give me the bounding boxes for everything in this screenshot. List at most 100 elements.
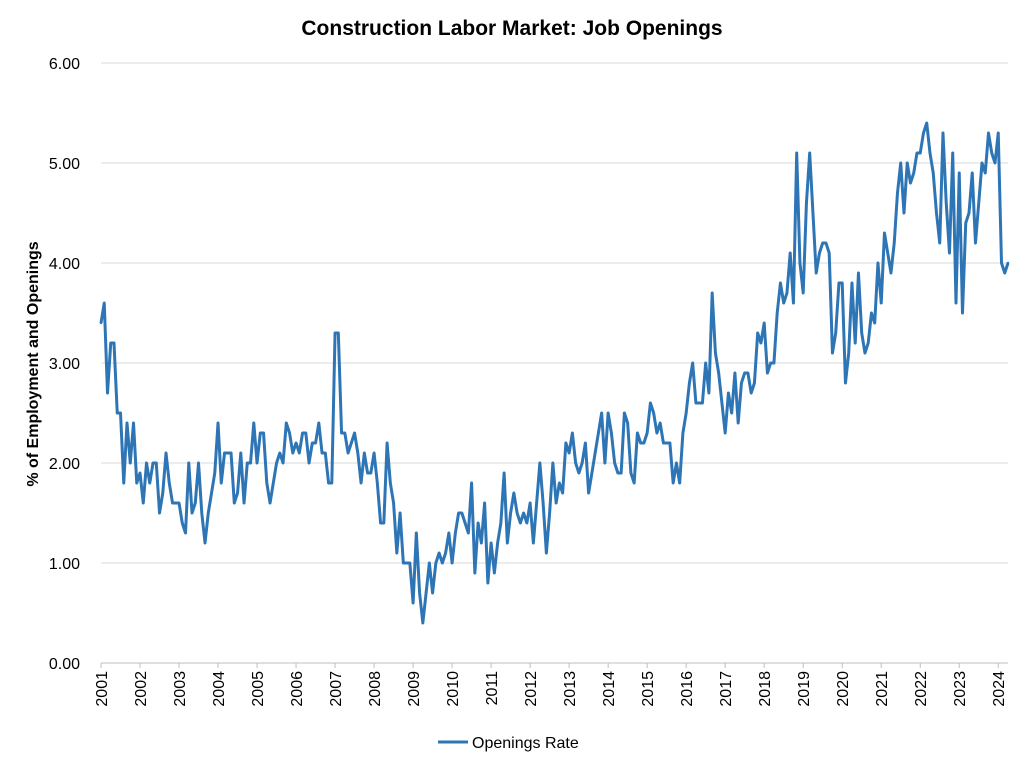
data-point [561,491,564,495]
data-point [353,431,356,435]
data-point [574,461,577,465]
data-point [642,441,646,445]
data-point [359,481,363,485]
y-tick-label: 2.00 [49,456,80,473]
data-point [938,241,941,245]
data-point [967,211,971,215]
data-point [122,481,125,485]
x-tick-label: 2003 [172,671,189,707]
series-line-openings-rate [99,121,1010,625]
data-point [834,331,837,335]
data-point [200,511,203,515]
data-point [460,511,464,515]
data-point [723,431,727,435]
data-point [818,251,821,255]
data-point [558,481,561,485]
data-point [808,151,811,155]
data-point [831,351,834,355]
data-point [990,151,993,155]
data-point [112,341,116,345]
x-tick-label: 2024 [991,671,1008,707]
data-point [584,441,587,445]
data-point [174,501,177,505]
data-point [294,441,298,445]
data-point [697,401,701,405]
data-point [779,281,782,285]
y-axis-ticks: 0.00 1.00 2.00 3.00 4.00 5.00 6.00 [49,56,80,673]
data-point [863,351,867,355]
data-point [896,191,899,195]
data-point [207,511,210,515]
data-point [350,441,353,445]
legend-label-openings-rate: Openings Rate [472,735,579,752]
y-tick-label: 1.00 [49,556,80,573]
x-tick-label: 2015 [640,671,657,707]
data-point [567,451,571,455]
data-point [671,481,675,485]
data-point [161,491,164,495]
data-point [382,521,386,525]
data-point [824,241,828,245]
data-point [906,161,909,165]
data-point [424,591,428,595]
x-tick-label: 2018 [757,671,774,707]
data-point [613,461,616,465]
data-point [164,451,168,455]
data-point [577,471,581,475]
data-point [873,321,876,325]
data-point [190,511,194,515]
data-point [811,211,815,215]
x-tick-label: 2021 [874,671,891,707]
data-point [307,461,311,465]
data-point [441,561,444,565]
data-point [925,121,928,125]
data-point [964,221,967,225]
data-point [733,371,737,375]
data-point [993,161,997,165]
data-point [603,461,607,465]
data-point [220,481,223,485]
data-point [213,471,216,475]
data-point [743,371,746,375]
data-point [571,431,574,435]
data-point [239,451,242,455]
data-point [408,561,412,565]
data-point [668,441,672,445]
data-point [483,501,486,505]
data-point [437,551,441,555]
data-point [954,301,958,305]
data-point [616,471,620,475]
data-point [476,521,480,525]
data-point [701,401,704,405]
data-points [99,121,1010,625]
data-point [363,451,366,455]
data-point [340,431,343,435]
data-point [662,441,665,445]
data-point [597,431,600,435]
data-point [795,151,798,155]
x-tick-label: 2019 [796,671,813,707]
data-point [756,331,759,335]
data-point [870,311,873,315]
data-point [749,391,753,395]
data-point [821,241,824,245]
data-point [619,471,623,475]
data-point [223,451,226,455]
data-point [135,481,138,485]
data-point [788,251,792,255]
data-point [473,571,477,575]
data-point [548,511,551,515]
data-point [398,511,402,515]
x-tick-label: 2002 [133,671,150,707]
data-point [935,211,938,215]
data-point [645,431,649,435]
data-point [704,361,707,365]
y-tick-label: 6.00 [49,56,80,73]
data-point [727,391,730,395]
data-point [129,461,132,465]
data-point [828,251,831,255]
data-point [194,501,197,505]
data-point [691,361,694,365]
x-axis-ticks: 2001 2002 2003 2004 2005 2006 2007 2008 2009 2010… [94,663,1008,707]
data-point [197,461,200,465]
